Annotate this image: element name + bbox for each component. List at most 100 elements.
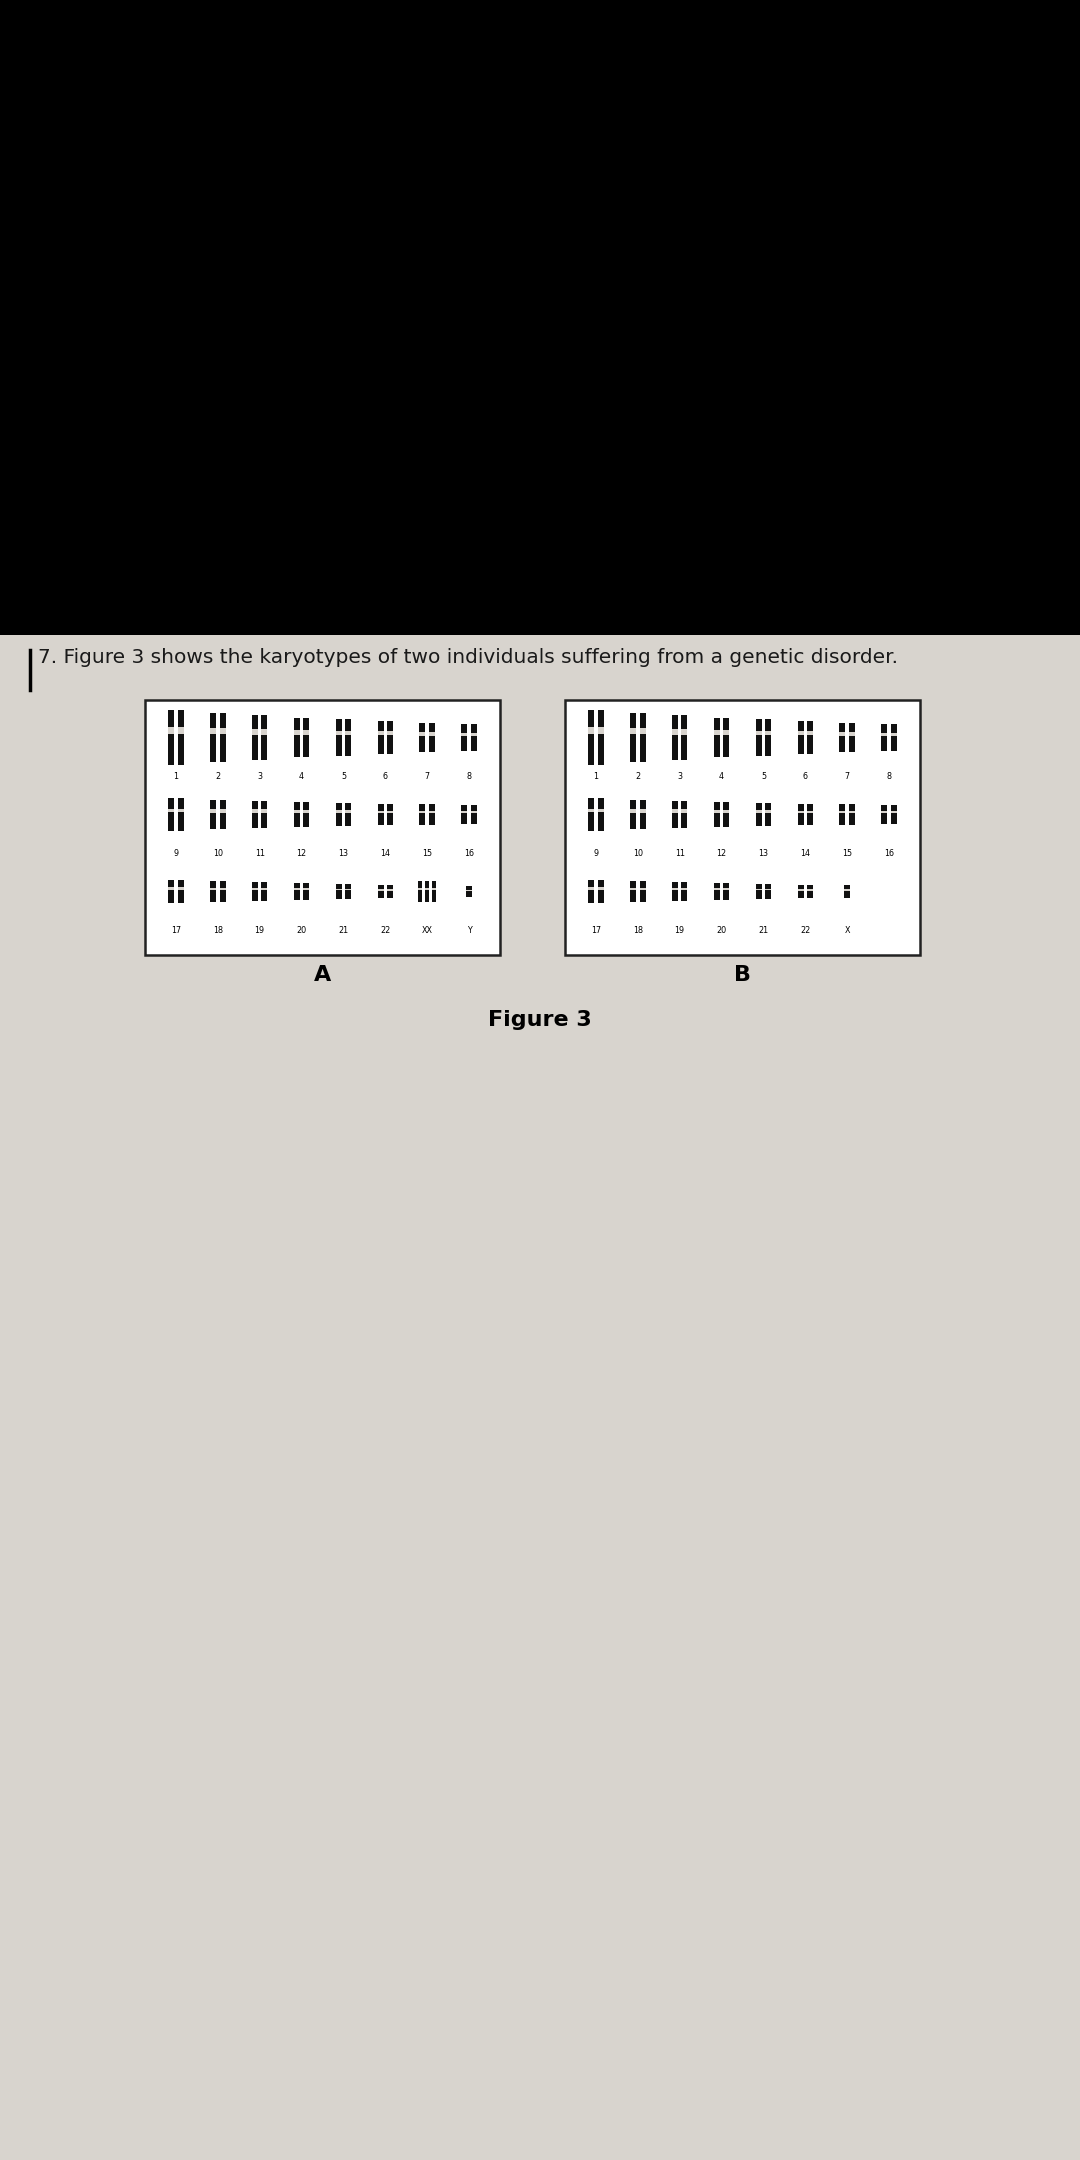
Bar: [891, 810, 896, 814]
Bar: [797, 886, 804, 899]
Bar: [724, 883, 729, 901]
Text: 17: 17: [171, 927, 181, 935]
Bar: [219, 810, 226, 812]
Text: 16: 16: [464, 849, 474, 858]
Bar: [639, 728, 646, 734]
Bar: [346, 883, 351, 899]
Bar: [766, 810, 771, 812]
Bar: [797, 732, 804, 734]
Text: XX: XX: [421, 927, 433, 935]
Bar: [252, 801, 258, 827]
Text: 22: 22: [800, 927, 810, 935]
Bar: [589, 888, 594, 890]
Bar: [672, 715, 678, 760]
Text: 15: 15: [842, 849, 852, 858]
Bar: [639, 888, 646, 890]
Bar: [429, 724, 435, 752]
Bar: [261, 810, 268, 812]
Bar: [672, 730, 678, 734]
Bar: [807, 886, 813, 899]
Bar: [756, 810, 761, 812]
Text: 21: 21: [758, 927, 769, 935]
Bar: [630, 810, 636, 812]
Text: 21: 21: [338, 927, 349, 935]
Bar: [672, 881, 678, 901]
Bar: [639, 713, 646, 762]
Text: 6: 6: [802, 771, 808, 782]
Bar: [565, 700, 920, 955]
Bar: [849, 724, 855, 752]
Text: B: B: [734, 966, 751, 985]
Bar: [303, 883, 309, 901]
Text: 17: 17: [591, 927, 600, 935]
Bar: [424, 881, 430, 901]
Bar: [252, 881, 258, 901]
Bar: [211, 888, 216, 890]
Bar: [336, 730, 341, 734]
Bar: [461, 810, 468, 814]
Bar: [756, 883, 761, 899]
Bar: [839, 732, 846, 737]
Text: 14: 14: [380, 849, 390, 858]
Text: 11: 11: [675, 849, 685, 858]
Bar: [766, 719, 771, 756]
Bar: [303, 801, 309, 827]
Text: 9: 9: [593, 849, 598, 858]
Bar: [419, 804, 426, 825]
Text: 6: 6: [382, 771, 388, 782]
Bar: [672, 801, 678, 827]
Bar: [849, 810, 855, 812]
Bar: [756, 719, 761, 756]
Bar: [178, 888, 184, 890]
Bar: [471, 810, 476, 814]
Bar: [219, 881, 226, 901]
Bar: [252, 715, 258, 760]
Bar: [724, 717, 729, 758]
Bar: [589, 881, 594, 903]
Bar: [252, 730, 258, 734]
Text: Y: Y: [467, 927, 472, 935]
Bar: [294, 883, 300, 901]
Bar: [807, 810, 813, 812]
Bar: [589, 808, 594, 812]
Bar: [630, 728, 636, 734]
Bar: [178, 728, 184, 734]
Bar: [630, 888, 636, 890]
Bar: [346, 730, 351, 734]
Bar: [714, 717, 719, 758]
Text: 16: 16: [885, 849, 894, 858]
Text: 8: 8: [467, 771, 472, 782]
Bar: [429, 732, 435, 737]
Text: 12: 12: [297, 849, 307, 858]
Bar: [346, 810, 351, 812]
Bar: [639, 881, 646, 901]
Bar: [724, 801, 729, 827]
Text: 18: 18: [633, 927, 643, 935]
Bar: [714, 810, 719, 812]
Bar: [294, 717, 300, 758]
Bar: [378, 810, 383, 812]
Bar: [461, 806, 468, 823]
Text: 18: 18: [213, 927, 222, 935]
Bar: [597, 808, 604, 812]
Text: 13: 13: [338, 849, 349, 858]
Bar: [672, 888, 678, 890]
Bar: [471, 724, 476, 750]
Bar: [168, 728, 174, 734]
Text: 7. Figure 3 shows the karyotypes of two individuals suffering from a genetic dis: 7. Figure 3 shows the karyotypes of two …: [38, 648, 897, 667]
Bar: [219, 728, 226, 734]
Bar: [881, 732, 888, 737]
Bar: [336, 810, 341, 812]
Bar: [597, 711, 604, 765]
Bar: [178, 711, 184, 765]
Bar: [461, 724, 468, 750]
Text: 7: 7: [424, 771, 430, 782]
Bar: [681, 810, 688, 812]
Text: 15: 15: [422, 849, 432, 858]
Bar: [219, 799, 226, 829]
Bar: [168, 711, 174, 765]
Bar: [766, 804, 771, 825]
Text: 2: 2: [215, 771, 220, 782]
Bar: [630, 713, 636, 762]
Bar: [714, 801, 719, 827]
